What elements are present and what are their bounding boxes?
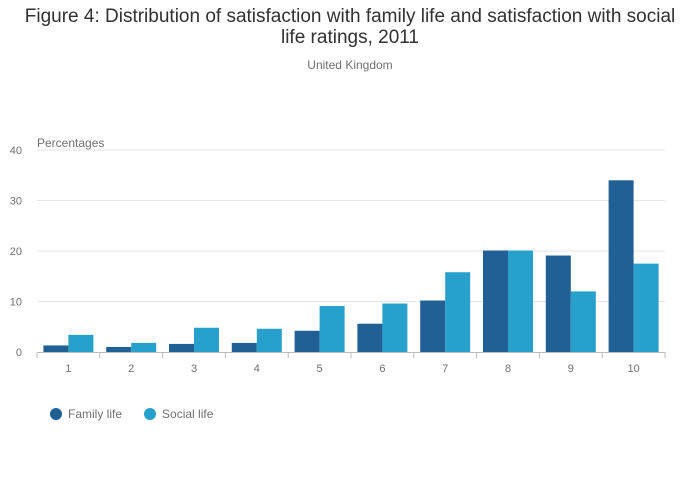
bar-family-life-8[interactable] bbox=[483, 250, 508, 352]
x-tick-label: 3 bbox=[191, 363, 197, 375]
bar-family-life-4[interactable] bbox=[231, 342, 257, 352]
x-tick-labels: 1 2 3 4 5 6 7 8 9 10 bbox=[36, 352, 666, 375]
bar-family-life-7[interactable] bbox=[420, 300, 446, 352]
x-tick-label: 7 bbox=[442, 363, 448, 375]
bar-social-life-10[interactable] bbox=[633, 263, 659, 352]
x-tick-label: 8 bbox=[505, 363, 511, 375]
bar-family-life-9[interactable] bbox=[545, 255, 571, 352]
bar-social-life-7[interactable] bbox=[445, 272, 471, 352]
bar-family-life-5[interactable] bbox=[294, 330, 320, 352]
x-tick-label: 9 bbox=[568, 363, 574, 375]
y-tick-label: 10 bbox=[10, 297, 22, 309]
legend-item-family-life[interactable]: Family life bbox=[50, 407, 122, 421]
y-tick-label: 30 bbox=[10, 196, 22, 208]
x-tick-label: 2 bbox=[128, 363, 134, 375]
bar-social-life-9[interactable] bbox=[570, 291, 596, 352]
x-tick-label: 1 bbox=[65, 363, 71, 375]
bar-family-life-3[interactable] bbox=[169, 343, 194, 352]
bar-social-life-3[interactable] bbox=[194, 327, 219, 352]
legend-label-social-life: Social life bbox=[162, 407, 214, 421]
bar-social-life-6[interactable] bbox=[382, 303, 408, 352]
chart-title: Figure 4: Distribution of satisfaction w… bbox=[24, 6, 676, 48]
y-tick-label: 20 bbox=[10, 246, 22, 258]
x-tick-label: 5 bbox=[317, 363, 323, 375]
legend-swatch-family-life bbox=[50, 408, 62, 420]
bar-social-life-4[interactable] bbox=[256, 328, 282, 352]
legend-item-social-life[interactable]: Social life bbox=[144, 407, 213, 421]
bar-family-life-2[interactable] bbox=[106, 346, 132, 352]
bar-social-life-8[interactable] bbox=[508, 250, 533, 352]
x-tick-label: 10 bbox=[627, 363, 639, 375]
chart-subtitle: United Kingdom bbox=[307, 58, 393, 72]
x-tick-label: 6 bbox=[379, 363, 385, 375]
bar-family-life-1[interactable] bbox=[43, 345, 69, 352]
legend-label-family-life: Family life bbox=[68, 407, 123, 421]
y-tick-label: 40 bbox=[10, 145, 22, 157]
bar-social-life-1[interactable] bbox=[68, 334, 94, 352]
legend: Family life Social life bbox=[50, 407, 213, 421]
bar-family-life-10[interactable] bbox=[608, 180, 634, 352]
y-tick-labels: 0 10 20 30 40 bbox=[10, 145, 22, 359]
bar-social-life-5[interactable] bbox=[319, 306, 345, 352]
bar-family-life-6[interactable] bbox=[357, 323, 383, 352]
y-tick-label: 0 bbox=[16, 347, 22, 359]
y-axis-label: Percentages bbox=[37, 136, 104, 150]
legend-swatch-social-life bbox=[144, 408, 157, 420]
bars bbox=[43, 180, 659, 352]
bar-social-life-2[interactable] bbox=[131, 342, 157, 352]
x-tick-label: 4 bbox=[254, 363, 260, 375]
